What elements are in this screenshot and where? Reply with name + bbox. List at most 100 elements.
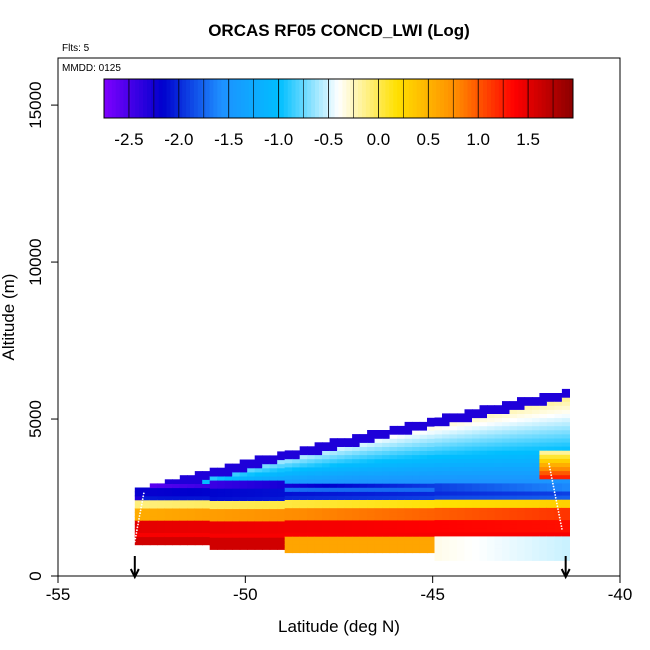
heatmap-cell <box>472 478 481 484</box>
heatmap-cell <box>502 519 511 525</box>
heatmap-cell <box>449 507 458 512</box>
heatmap-cell <box>247 475 256 481</box>
heatmap-cell <box>487 450 496 455</box>
heatmap-cell <box>149 520 158 525</box>
heatmap-cell <box>457 548 466 553</box>
heatmap-cell <box>194 479 203 484</box>
heatmap-cell <box>142 516 151 521</box>
heatmap-cell <box>314 479 323 484</box>
track-point <box>557 511 560 513</box>
heatmap-cell <box>359 446 368 451</box>
heatmap-cell <box>224 520 233 526</box>
heatmap-cell <box>449 490 458 496</box>
heatmap-cell <box>209 496 218 501</box>
heatmap-cell <box>322 528 331 533</box>
heatmap-cell <box>157 540 166 546</box>
heatmap-cell <box>314 454 323 460</box>
heatmap-cell <box>494 515 503 521</box>
heatmap-cell <box>337 438 346 443</box>
heatmap-cell <box>449 478 458 484</box>
heatmap-cell <box>524 401 533 406</box>
heatmap-cell <box>292 523 301 529</box>
heatmap-cell <box>284 479 293 484</box>
heatmap-cell <box>359 499 368 505</box>
heatmap-cell <box>314 532 323 537</box>
heatmap-cell <box>262 455 271 461</box>
heatmap-cell <box>464 413 473 419</box>
heatmap-cell <box>284 466 293 472</box>
heatmap-cell <box>487 446 496 451</box>
heatmap-cell <box>509 474 518 480</box>
heatmap-cell <box>479 515 488 521</box>
heatmap-cell <box>546 441 555 447</box>
heatmap-cell <box>269 533 278 538</box>
heatmap-cell <box>449 474 458 480</box>
heatmap-cell <box>494 450 503 455</box>
heatmap-cell <box>194 532 203 538</box>
heatmap-cell <box>232 492 241 497</box>
heatmap-cell <box>464 490 473 496</box>
heatmap-cell <box>434 466 443 472</box>
heatmap-cell <box>412 540 421 545</box>
heatmap-cell <box>367 519 376 525</box>
heatmap-cell <box>277 533 286 538</box>
heatmap-cell <box>299 528 308 533</box>
heatmap-cell <box>404 544 413 549</box>
heatmap-cell <box>457 531 466 537</box>
heatmap-cell <box>374 532 383 537</box>
heatmap-cell <box>397 491 406 496</box>
heatmap-cell <box>217 479 226 485</box>
heatmap-cell <box>554 466 563 472</box>
colorbar-swatch <box>361 79 367 118</box>
heatmap-cell <box>464 495 473 500</box>
colorbar-swatch <box>404 79 410 118</box>
colorbar-swatch <box>193 79 199 118</box>
heatmap-cell <box>427 487 436 492</box>
heatmap-cell <box>329 544 338 549</box>
heatmap-cell <box>329 503 338 509</box>
heatmap-cell <box>292 458 301 464</box>
heatmap-cell <box>546 548 555 553</box>
heatmap-cell <box>307 519 316 525</box>
heatmap-cell <box>292 507 301 513</box>
heatmap-cell <box>449 446 458 451</box>
heatmap-cell <box>224 492 233 497</box>
heatmap-cell <box>539 466 548 472</box>
heatmap-cell <box>284 507 293 513</box>
heatmap-cell <box>157 499 166 505</box>
heatmap-cell <box>239 524 248 530</box>
heatmap-cell <box>164 503 173 509</box>
heatmap-cell <box>314 511 323 517</box>
heatmap-cell <box>532 401 541 406</box>
heatmap-cell <box>299 454 308 460</box>
heatmap-cell <box>502 450 511 455</box>
heatmap-cell <box>449 515 458 521</box>
heatmap-cell <box>472 499 481 504</box>
heatmap-cell <box>314 466 323 472</box>
heatmap-cell <box>419 421 428 427</box>
heatmap-cell <box>397 470 406 476</box>
heatmap-cell <box>404 532 413 537</box>
heatmap-cell <box>224 471 233 477</box>
heatmap-cell <box>299 487 308 492</box>
heatmap-cell <box>352 532 361 537</box>
heatmap-cell <box>494 535 503 541</box>
heatmap-cell <box>539 515 548 521</box>
chart-title: ORCAS RF05 CONCD_LWI (Log) <box>208 21 470 40</box>
track-point <box>140 503 143 506</box>
heatmap-cell <box>344 503 353 509</box>
heatmap-cell <box>524 482 533 488</box>
heatmap-cell <box>202 528 211 533</box>
heatmap-cell <box>502 499 511 504</box>
heatmap-cell <box>389 491 398 496</box>
heatmap-cell <box>367 474 376 480</box>
heatmap-cell <box>524 458 533 463</box>
heatmap-cell <box>329 495 338 500</box>
heatmap-cell <box>352 507 361 513</box>
heatmap-cell <box>554 511 563 516</box>
heatmap-cell <box>434 495 443 500</box>
heatmap-cell <box>239 528 248 534</box>
heatmap-cell <box>419 430 428 435</box>
heatmap-cell <box>209 537 218 542</box>
heatmap-cell <box>404 523 413 529</box>
